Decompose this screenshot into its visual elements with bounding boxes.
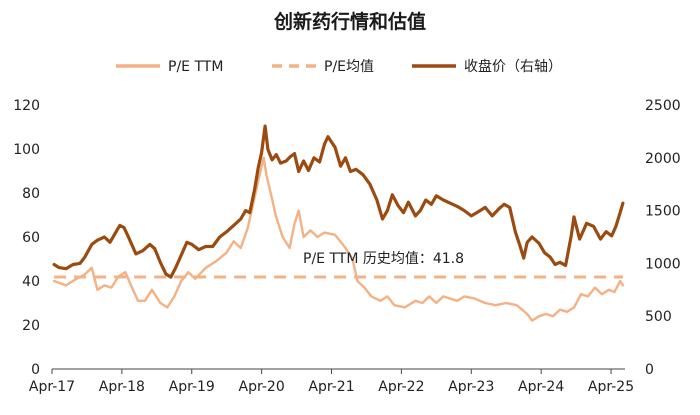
x-tick-label: Apr-17 bbox=[29, 379, 75, 395]
x-axis: Apr-17 Apr-18 Apr-19 Apr-20 Apr-21 Apr-22 Apr-… bbox=[29, 368, 634, 395]
x-tick-label: Apr-20 bbox=[239, 379, 285, 395]
y-left-tick-label: 120 bbox=[13, 98, 40, 114]
y-right-tick-label: 0 bbox=[645, 362, 654, 378]
x-tick-label: Apr-18 bbox=[99, 379, 145, 395]
x-tick-label: Apr-24 bbox=[518, 379, 564, 395]
series-close-price bbox=[52, 124, 625, 279]
legend-label-pe: P/E TTM bbox=[168, 59, 223, 75]
y-left-tick-label: 60 bbox=[22, 230, 40, 246]
legend-label-price: 收盘价（右轴） bbox=[464, 58, 562, 75]
y-axis-right: 0 500 1000 1500 2000 2500 bbox=[645, 98, 681, 378]
pe-mean-annotation: P/E TTM 历史均值：41.8 bbox=[303, 251, 464, 267]
y-right-tick-label: 1000 bbox=[645, 256, 681, 272]
y-right-tick-label: 1500 bbox=[645, 204, 681, 220]
series-layer bbox=[52, 124, 625, 322]
y-left-tick-label: 0 bbox=[31, 362, 40, 378]
y-axis-left: 0 20 40 60 80 100 120 bbox=[13, 98, 40, 378]
y-left-tick-label: 80 bbox=[22, 186, 40, 202]
legend-label-pe-mean: P/E均值 bbox=[324, 59, 374, 75]
legend: P/E TTM P/E均值 收盘价（右轴） bbox=[116, 58, 562, 75]
y-right-tick-label: 2500 bbox=[645, 98, 681, 114]
y-right-tick-label: 500 bbox=[645, 309, 672, 325]
x-tick-label: Apr-22 bbox=[378, 379, 424, 395]
x-tick-label: Apr-25 bbox=[588, 379, 634, 395]
x-tick-label: Apr-19 bbox=[169, 379, 215, 395]
x-tick-label: Apr-23 bbox=[448, 379, 494, 395]
chart-title: 创新药行情和估值 bbox=[273, 10, 426, 33]
y-left-tick-label: 40 bbox=[22, 274, 40, 290]
series-pe-ttm bbox=[52, 156, 625, 322]
x-tick-label: Apr-21 bbox=[308, 379, 354, 395]
y-right-tick-label: 2000 bbox=[645, 151, 681, 167]
y-left-tick-label: 20 bbox=[22, 318, 40, 334]
y-left-tick-label: 100 bbox=[13, 142, 40, 158]
